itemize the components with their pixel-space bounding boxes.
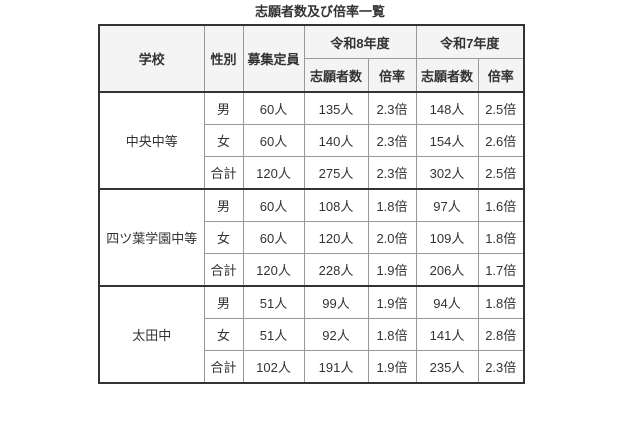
- r8-applicants-cell: 228人: [303, 253, 369, 287]
- r8-applicants-cell: 108人: [303, 188, 369, 222]
- r7-applicants-cell: 235人: [415, 350, 479, 384]
- capacity-cell: 60人: [242, 124, 305, 157]
- table-row: 合計 120人 275人 2.3倍 302人 2.5倍: [99, 156, 525, 190]
- gender-cell: 男: [203, 91, 244, 125]
- col-header-school: 学校: [98, 24, 205, 93]
- table-row: 女 60人 120人 2.0倍 109人 1.8倍: [99, 221, 525, 254]
- col-header-ratio-r7: 倍率: [477, 58, 525, 93]
- r8-ratio-cell: 2.3倍: [367, 156, 417, 190]
- col-header-applicants-r7: 志願者数: [415, 58, 479, 93]
- capacity-cell: 60人: [242, 221, 305, 254]
- r7-ratio-cell: 1.7倍: [477, 253, 525, 287]
- col-header-applicants-r8: 志願者数: [303, 58, 369, 93]
- table-header: 学校 性別 募集定員 令和8年度 令和7年度 志願者数 倍率 志願者数 倍率: [98, 24, 525, 93]
- gender-cell: 女: [203, 221, 244, 254]
- gender-cell: 合計: [203, 156, 244, 190]
- page-title: 志願者数及び倍率一覧: [254, 4, 385, 19]
- table-row: 合計 120人 228人 1.9倍 206人 1.7倍: [99, 253, 525, 287]
- r7-applicants-cell: 97人: [415, 188, 479, 222]
- header-row-top: 学校 性別 募集定員 令和8年度 令和7年度: [98, 24, 525, 93]
- school-block-yotsuba: 四ツ葉学園中等 男 60人 108人 1.8倍 97人 1.6倍 女 60人 1…: [98, 188, 525, 287]
- table-row: 合計 102人 191人 1.9倍 235人 2.3倍: [99, 350, 525, 384]
- table-row: 太田中 男 51人 99人 1.9倍 94人 1.8倍: [98, 285, 525, 384]
- r8-applicants-cell: 140人: [303, 124, 369, 157]
- applicants-ratio-table: 学校 性別 募集定員 令和8年度 令和7年度 志願者数 倍率 志願者数 倍率 中…: [98, 24, 525, 384]
- r8-applicants-cell: 120人: [303, 221, 369, 254]
- table-row: 女 60人 140人 2.3倍 154人 2.6倍: [99, 124, 525, 157]
- table-row: 四ツ葉学園中等 男 60人 108人 1.8倍 97人 1.6倍: [98, 188, 525, 287]
- gender-cell: 男: [203, 285, 244, 319]
- r7-applicants-cell: 206人: [415, 253, 479, 287]
- header-row-sub: 志願者数 倍率 志願者数 倍率: [99, 58, 525, 93]
- r7-applicants-cell: 148人: [415, 91, 479, 125]
- r7-applicants-cell: 302人: [415, 156, 479, 190]
- gender-cell: 合計: [203, 253, 244, 287]
- capacity-cell: 120人: [242, 253, 305, 287]
- capacity-cell: 51人: [242, 318, 305, 351]
- capacity-cell: 120人: [242, 156, 305, 190]
- r8-applicants-cell: 275人: [303, 156, 369, 190]
- col-header-year-r7: 令和7年度: [415, 24, 525, 59]
- gender-cell: 女: [203, 124, 244, 157]
- r8-applicants-cell: 99人: [303, 285, 369, 319]
- r8-ratio-cell: 1.8倍: [367, 188, 417, 222]
- col-header-capacity: 募集定員: [242, 24, 305, 93]
- r8-ratio-cell: 1.8倍: [367, 318, 417, 351]
- r7-applicants-cell: 141人: [415, 318, 479, 351]
- r7-applicants-cell: 94人: [415, 285, 479, 319]
- col-header-year-r8: 令和8年度: [303, 24, 417, 59]
- capacity-cell: 51人: [242, 285, 305, 319]
- school-name-cell: 四ツ葉学園中等: [98, 188, 205, 287]
- school-block-ota: 太田中 男 51人 99人 1.9倍 94人 1.8倍 女 51人 92人 1.…: [98, 285, 525, 384]
- r7-ratio-cell: 2.5倍: [477, 156, 525, 190]
- col-header-gender: 性別: [203, 24, 244, 93]
- gender-cell: 合計: [203, 350, 244, 384]
- r7-ratio-cell: 1.6倍: [477, 188, 525, 222]
- r8-applicants-cell: 135人: [303, 91, 369, 125]
- r7-ratio-cell: 2.3倍: [477, 350, 525, 384]
- r8-applicants-cell: 92人: [303, 318, 369, 351]
- capacity-cell: 60人: [242, 91, 305, 125]
- r7-applicants-cell: 154人: [415, 124, 479, 157]
- r8-ratio-cell: 2.0倍: [367, 221, 417, 254]
- school-name-cell: 中央中等: [98, 91, 205, 190]
- col-header-ratio-r8: 倍率: [367, 58, 417, 93]
- r7-ratio-cell: 2.8倍: [477, 318, 525, 351]
- table-row: 中央中等 男 60人 135人 2.3倍 148人 2.5倍: [98, 91, 525, 190]
- r7-ratio-cell: 1.8倍: [477, 221, 525, 254]
- r7-ratio-cell: 2.5倍: [477, 91, 525, 125]
- school-name-cell: 太田中: [98, 285, 205, 384]
- r8-ratio-cell: 2.3倍: [367, 91, 417, 125]
- r8-ratio-cell: 1.9倍: [367, 350, 417, 384]
- capacity-cell: 102人: [242, 350, 305, 384]
- r8-ratio-cell: 1.9倍: [367, 253, 417, 287]
- r7-ratio-cell: 1.8倍: [477, 285, 525, 319]
- r8-ratio-cell: 2.3倍: [367, 124, 417, 157]
- table-row: 女 51人 92人 1.8倍 141人 2.8倍: [99, 318, 525, 351]
- r8-ratio-cell: 1.9倍: [367, 285, 417, 319]
- r8-applicants-cell: 191人: [303, 350, 369, 384]
- r7-applicants-cell: 109人: [415, 221, 479, 254]
- gender-cell: 女: [203, 318, 244, 351]
- capacity-cell: 60人: [242, 188, 305, 222]
- school-block-chuo: 中央中等 男 60人 135人 2.3倍 148人 2.5倍 女 60人 140…: [98, 91, 525, 190]
- gender-cell: 男: [203, 188, 244, 222]
- r7-ratio-cell: 2.6倍: [477, 124, 525, 157]
